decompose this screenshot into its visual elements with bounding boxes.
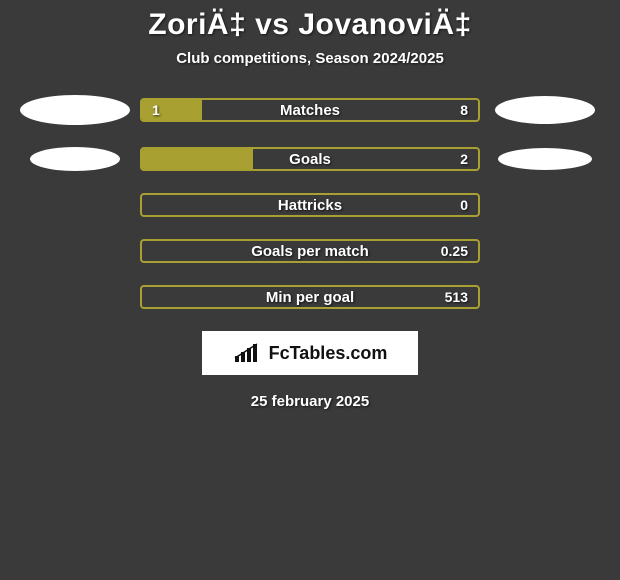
stat-label: Goals	[142, 149, 478, 169]
stat-row: Goals 2	[0, 147, 620, 171]
stat-value-right: 8	[460, 100, 468, 120]
stat-value-right: 513	[445, 287, 468, 307]
stat-label: Hattricks	[142, 195, 478, 215]
stat-value-right: 2	[460, 149, 468, 169]
player-a-marker-icon	[30, 147, 120, 171]
player-b-marker-icon	[498, 148, 592, 170]
stat-value-right: 0	[460, 195, 468, 215]
stat-bar: Goals per match 0.25	[140, 239, 480, 263]
comparison-widget: ZoriÄ‡ vs JovanoviÄ‡ Club competitions, …	[0, 0, 620, 410]
stat-label: Matches	[142, 100, 478, 120]
date-label: 25 february 2025	[0, 393, 620, 410]
stat-row: 1 Matches 8	[0, 95, 620, 125]
player-a-marker-slot	[10, 95, 140, 125]
player-a-marker-slot	[10, 147, 140, 171]
stat-bar: 1 Matches 8	[140, 98, 480, 122]
stat-bar: Min per goal 513	[140, 285, 480, 309]
stat-value-right: 0.25	[441, 241, 468, 261]
bar-chart-icon	[233, 342, 263, 364]
stat-label: Min per goal	[142, 287, 478, 307]
stat-label: Goals per match	[142, 241, 478, 261]
page-title: ZoriÄ‡ vs JovanoviÄ‡	[0, 8, 620, 42]
page-subtitle: Club competitions, Season 2024/2025	[0, 50, 620, 67]
player-b-marker-icon	[495, 96, 595, 124]
logo-box[interactable]: FcTables.com	[202, 331, 418, 375]
stat-row: Hattricks 0	[0, 193, 620, 217]
stat-bar: Goals 2	[140, 147, 480, 171]
player-a-marker-icon	[20, 95, 130, 125]
player-b-marker-slot	[480, 148, 610, 170]
logo-text: FcTables.com	[269, 343, 388, 364]
player-b-marker-slot	[480, 96, 610, 124]
stat-bar: Hattricks 0	[140, 193, 480, 217]
stat-row: Min per goal 513	[0, 285, 620, 309]
stat-row: Goals per match 0.25	[0, 239, 620, 263]
